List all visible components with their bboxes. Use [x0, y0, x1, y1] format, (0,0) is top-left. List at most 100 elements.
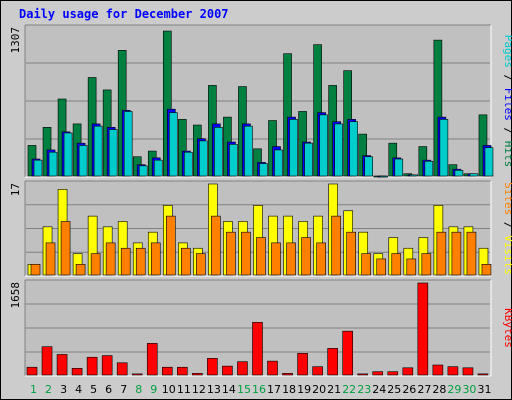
x-tick-label-day-2: 2 — [45, 383, 52, 396]
x-tick-label-day-20: 20 — [312, 383, 326, 396]
bar-pages-day-24 — [379, 175, 389, 178]
x-tick-label-day-24: 24 — [372, 383, 386, 396]
bar-sites-day-2 — [45, 242, 56, 276]
bar-kbytes-day-12 — [192, 373, 203, 376]
x-tick-label-day-1: 1 — [30, 383, 37, 396]
bar-kbytes-day-23 — [357, 373, 369, 376]
bar-sites-day-11 — [181, 247, 191, 276]
bar-sites-day-26 — [406, 258, 417, 276]
bar-pages-day-26 — [409, 174, 419, 177]
x-tick-label-day-5: 5 — [90, 383, 97, 396]
x-tick-label-day-15: 15 — [237, 383, 251, 396]
x-tick-label-day-17: 17 — [267, 383, 281, 396]
x-tick-label-day-10: 10 — [162, 383, 176, 396]
x-tick-label-day-28: 28 — [432, 383, 446, 396]
bar-pages-day-12 — [199, 140, 208, 177]
bar-pages-day-13 — [214, 127, 223, 177]
bar-pages-day-16 — [259, 163, 268, 177]
bar-pages-day-4 — [78, 145, 88, 177]
bar-kbytes-day-16 — [252, 321, 263, 376]
bar-kbytes-day-21 — [327, 348, 338, 376]
bar-sites-day-19 — [301, 237, 311, 276]
bar-pages-day-11 — [184, 151, 193, 177]
bar-sites-day-15 — [241, 231, 251, 276]
x-tick-label-day-18: 18 — [282, 383, 296, 396]
bar-sites-day-3 — [60, 221, 71, 276]
bar-kbytes-day-27 — [417, 282, 429, 376]
bar-sites-day-24 — [376, 258, 387, 276]
x-tick-label-day-25: 25 — [387, 383, 401, 396]
bar-pages-day-10 — [168, 112, 178, 177]
bar-sites-day-4 — [75, 263, 86, 276]
bar-kbytes-day-29 — [447, 366, 459, 376]
bar-sites-day-5 — [90, 253, 101, 276]
bar-kbytes-day-2 — [41, 346, 53, 376]
bar-pages-day-6 — [108, 129, 118, 177]
x-tick-label-day-6: 6 — [105, 383, 112, 396]
panel-visitors: 17 Sites / Visits — [9, 180, 512, 277]
bar-kbytes-day-24 — [372, 371, 384, 376]
chart-title: Daily usage for December 2007 — [19, 7, 229, 21]
bar-sites-day-6 — [105, 242, 116, 276]
x-tick-label-day-4: 4 — [75, 383, 82, 396]
bar-kbytes-day-9 — [146, 343, 158, 376]
bar-pages-day-29 — [454, 170, 464, 177]
bar-pages-day-14 — [229, 143, 238, 177]
bar-sites-day-31 — [481, 263, 492, 276]
bar-sites-day-16 — [256, 237, 266, 276]
bar-pages-day-20 — [319, 114, 328, 177]
x-tick-label-day-3: 3 — [60, 383, 67, 396]
bar-kbytes-day-25 — [387, 371, 399, 376]
bar-pages-day-9 — [153, 159, 163, 177]
bar-sites-day-1 — [30, 263, 41, 276]
bar-kbytes-day-26 — [402, 367, 414, 376]
x-tick-label-day-23: 23 — [357, 383, 371, 396]
x-tick-label-day-11: 11 — [177, 383, 191, 396]
bar-pages-day-8 — [138, 165, 148, 177]
bar-pages-day-15 — [244, 125, 253, 177]
bar-kbytes-day-7 — [116, 362, 128, 376]
y-label-usage: Pages / Files / Hits — [502, 35, 512, 168]
bar-sites-day-27 — [421, 253, 432, 276]
y-label-traffic: KBytes — [502, 308, 512, 348]
bar-pages-day-22 — [349, 121, 358, 177]
bar-kbytes-day-18 — [282, 373, 293, 376]
bar-pages-day-5 — [93, 125, 103, 177]
panel-traffic: 1658 KBytes — [9, 279, 512, 377]
bar-pages-day-30 — [469, 173, 479, 177]
bar-kbytes-day-10 — [161, 366, 173, 376]
x-tick-label-day-9: 9 — [150, 383, 157, 396]
x-tick-label-day-8: 8 — [135, 383, 142, 396]
bar-kbytes-day-15 — [237, 361, 248, 376]
bar-sites-day-28 — [436, 231, 447, 276]
x-tick-label-day-22: 22 — [342, 383, 356, 396]
bar-kbytes-day-13 — [207, 358, 218, 376]
panel-usage: 1307 Pages / Files / Hits — [9, 24, 512, 178]
bar-sites-day-29 — [451, 231, 462, 276]
bar-sites-day-17 — [271, 242, 281, 276]
bar-sites-day-25 — [391, 253, 402, 276]
bar-pages-day-2 — [48, 151, 58, 177]
bar-kbytes-day-14 — [222, 365, 233, 376]
x-tick-label-day-7: 7 — [120, 383, 127, 396]
y-max-label-visitors: 17 — [9, 183, 22, 196]
bar-kbytes-day-19 — [297, 353, 308, 376]
bar-kbytes-day-17 — [267, 360, 278, 376]
x-tick-label-day-12: 12 — [192, 383, 206, 396]
bar-pages-day-25 — [394, 158, 404, 177]
bar-sites-day-12 — [196, 253, 206, 276]
bar-kbytes-day-4 — [71, 368, 83, 376]
bar-sites-day-18 — [286, 242, 296, 276]
bar-pages-day-3 — [63, 132, 73, 177]
bar-kbytes-day-20 — [312, 366, 323, 376]
bar-pages-day-21 — [334, 123, 343, 177]
y-label-visitors: Sites / Visits — [502, 182, 512, 275]
y-max-label-traffic: 1658 — [9, 282, 22, 309]
bar-pages-day-18 — [289, 119, 298, 177]
bar-kbytes-day-11 — [177, 366, 188, 376]
bar-pages-day-17 — [274, 149, 283, 177]
bar-kbytes-day-31 — [477, 373, 489, 376]
y-max-label-usage: 1307 — [9, 27, 22, 54]
bar-sites-day-20 — [316, 242, 326, 276]
